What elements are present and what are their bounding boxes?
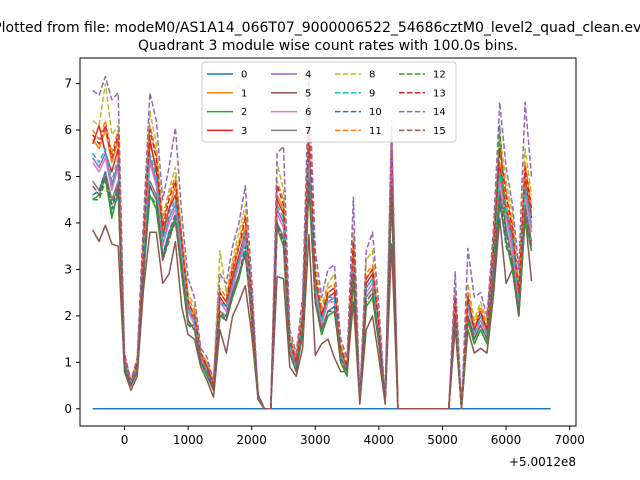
x-tick-label: 1000 (173, 433, 204, 447)
series-line-15 (92, 175, 533, 410)
chart-title: Quadrant 3 module wise count rates with … (138, 38, 518, 54)
y-tick-label: 3 (64, 262, 72, 276)
y-tick-label: 7 (64, 77, 72, 91)
legend-label-13: 13 (433, 88, 446, 99)
legend-label-2: 2 (241, 107, 247, 118)
legend-label-6: 6 (305, 107, 311, 118)
y-tick-label: 2 (64, 309, 72, 323)
x-tick-label: 6000 (491, 433, 522, 447)
legend-label-8: 8 (369, 70, 375, 81)
x-tick-label: 3000 (300, 433, 331, 447)
legend-frame (201, 61, 457, 143)
y-tick-label: 0 (64, 402, 72, 416)
legend-label-4: 4 (305, 70, 311, 81)
legend-label-14: 14 (433, 107, 446, 118)
plot-area-frame (79, 57, 577, 427)
x-tick-label: 5000 (427, 433, 458, 447)
series-line-13 (92, 124, 533, 410)
legend-label-7: 7 (305, 126, 311, 137)
legend-label-11: 11 (369, 126, 382, 137)
legend-label-3: 3 (241, 126, 247, 137)
y-tick-label: 1 (64, 355, 72, 369)
series-line-14 (92, 75, 533, 410)
legend-label-9: 9 (369, 88, 375, 99)
legend-label-0: 0 (241, 70, 247, 81)
x-tick-label: 2000 (236, 433, 267, 447)
legend-label-1: 1 (241, 88, 247, 99)
x-tick-label: 7000 (554, 433, 585, 447)
x-tick-label: 0 (121, 433, 129, 447)
legend-label-10: 10 (369, 107, 382, 118)
series-lines (91, 75, 551, 410)
legend-label-12: 12 (433, 70, 446, 81)
x-axis: 0 1000 2000 3000 4000 5000 6000 7000 (121, 426, 585, 447)
y-tick-label: 6 (64, 123, 72, 137)
legend-label-5: 5 (305, 88, 311, 99)
x-axis-offset-label: +5.0012e8 (509, 455, 576, 469)
legend-label-15: 15 (433, 126, 446, 137)
y-tick-label: 5 (64, 169, 72, 183)
figure-suptitle: Plotted from file: modeM0/AS1A14_066T07_… (0, 20, 640, 36)
x-tick-label: 4000 (364, 433, 395, 447)
y-tick-label: 4 (64, 216, 72, 230)
y-axis: 0 1 2 3 4 5 6 7 (64, 77, 80, 416)
